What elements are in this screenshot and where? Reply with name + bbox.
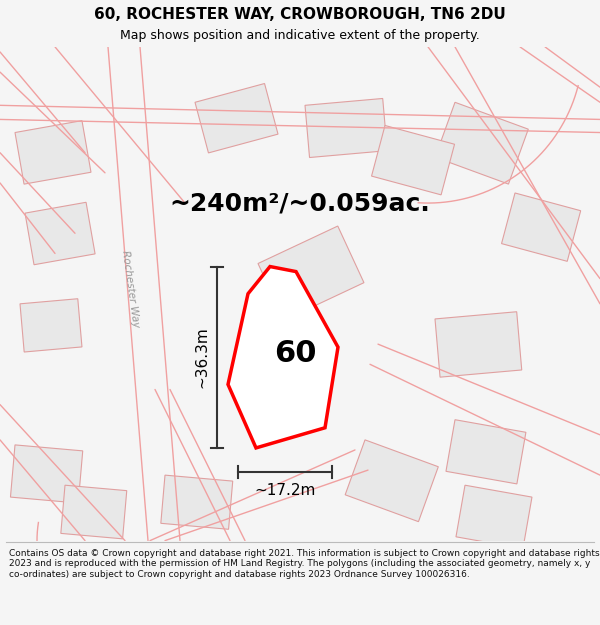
Bar bbox=[258, 226, 364, 320]
Bar bbox=[15, 121, 91, 184]
Bar bbox=[456, 485, 532, 549]
Bar bbox=[61, 485, 127, 539]
Bar bbox=[161, 475, 233, 529]
Bar bbox=[371, 126, 455, 195]
Bar bbox=[20, 299, 82, 352]
Text: 60, ROCHESTER WAY, CROWBOROUGH, TN6 2DU: 60, ROCHESTER WAY, CROWBOROUGH, TN6 2DU bbox=[94, 6, 506, 21]
Text: ~36.3m: ~36.3m bbox=[194, 326, 209, 388]
Bar bbox=[345, 440, 438, 522]
Bar bbox=[502, 193, 581, 261]
Text: 60: 60 bbox=[274, 339, 316, 368]
Text: ~17.2m: ~17.2m bbox=[254, 482, 316, 498]
Text: ~240m²/~0.059ac.: ~240m²/~0.059ac. bbox=[170, 191, 430, 215]
Text: Map shows position and indicative extent of the property.: Map shows position and indicative extent… bbox=[120, 29, 480, 42]
Text: Rochester Way: Rochester Way bbox=[119, 249, 140, 328]
Polygon shape bbox=[228, 266, 338, 448]
Bar bbox=[195, 84, 278, 153]
Bar bbox=[305, 99, 387, 158]
Bar bbox=[435, 312, 522, 377]
Bar bbox=[446, 420, 526, 484]
Bar bbox=[10, 445, 83, 503]
Bar bbox=[25, 202, 95, 265]
Bar bbox=[435, 102, 528, 184]
Text: Contains OS data © Crown copyright and database right 2021. This information is : Contains OS data © Crown copyright and d… bbox=[9, 549, 599, 579]
